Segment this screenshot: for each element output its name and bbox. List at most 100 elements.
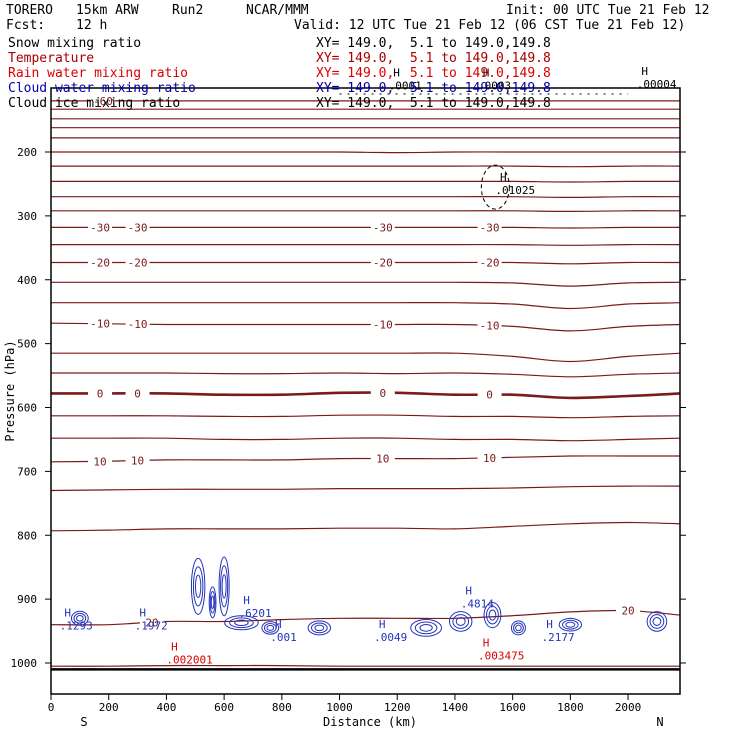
cloud-water-contour-9-0 (510, 620, 526, 636)
high-marker-3: H (275, 618, 282, 631)
isotherm-label-0-0: -60 (93, 95, 113, 108)
high-marker-12: H (500, 171, 507, 184)
isotherm-13 (51, 281, 680, 287)
isotherm-label-24-0: 20 (145, 616, 158, 629)
cloud-water-contour-6-2 (419, 624, 433, 632)
isotherm-10 (51, 226, 680, 229)
field-snow-xy: XY= 149.0, 5.1 to 149.0,149.8 (316, 36, 551, 51)
plot-frame (50, 87, 681, 695)
isotherm-label-bg-10-1 (125, 221, 150, 234)
cloud-water-contour-5-1 (310, 622, 328, 634)
isotherm-label-bg-18-3 (477, 388, 502, 401)
cloud-water-contour-7-0 (449, 611, 473, 632)
x-axis-title: Distance (km) (323, 715, 417, 729)
x-tick-label-7: 1400 (442, 701, 469, 714)
isotherm-label-bg-12-1 (125, 256, 150, 269)
cloud-water-contour-4-1 (263, 622, 277, 633)
high-marker-8: H (483, 637, 490, 650)
isotherm-label-15-0: -10 (90, 318, 110, 331)
y-tick-label-6: 800 (17, 529, 37, 542)
cloud-water-contour-10-1 (562, 619, 579, 630)
x-tick-label-10: 2000 (615, 701, 642, 714)
isotherm-label-18-0: 0 (97, 387, 104, 400)
isotherm-label-bg-12-3 (477, 256, 502, 269)
cloud-water-contour-1-2 (221, 574, 227, 599)
isotherm-label-bg-12-2 (370, 256, 395, 269)
cloud-ice-contour (480, 164, 510, 210)
isotherm-label-bg-18-1 (125, 387, 150, 400)
cloud-water-contour-8-0 (483, 601, 502, 629)
cloud-water-contour-11-0 (646, 611, 668, 632)
endpoint-south: S (80, 715, 87, 729)
isotherm-label-15-3: -10 (480, 320, 500, 333)
isotherm-label-18-3: 0 (486, 389, 493, 402)
cloud-water-contour-1-0 (218, 556, 230, 617)
high-marker-4: H (379, 618, 386, 631)
isotherm-25 (51, 664, 680, 667)
field-temperature-xy: XY= 149.0, 5.1 to 149.0,149.8 (316, 51, 551, 66)
high-value-9: .0001 (389, 79, 422, 92)
cloud-water-contour-11-2 (652, 617, 662, 626)
y-tick-label-0: 200 (17, 146, 37, 159)
cloud-water-contour-2-0 (208, 586, 217, 619)
isotherm-15 (51, 322, 680, 332)
cloud-water-contour-12-0 (70, 610, 89, 626)
high-value-11: .00004 (637, 78, 677, 91)
cloud-water-contour-3-0 (224, 615, 259, 631)
isotherm-label-bg-18-0 (88, 387, 113, 400)
field-cloud-ice-name: Cloud ice mixing ratio (8, 96, 181, 111)
y-tick-label-7: 900 (17, 593, 37, 606)
y-axis-title: Pressure (hPa) (3, 340, 17, 441)
isotherm-label-21-2: 10 (376, 453, 389, 466)
cloud-water-contour-10-2 (565, 621, 576, 628)
isotherm-label-15-1: -10 (128, 318, 148, 331)
cloud-water-contour-12-1 (73, 612, 87, 624)
y-tick-label-5: 700 (17, 465, 37, 478)
x-tick-label-4: 800 (272, 701, 292, 714)
isotherm-label-10-3: -30 (480, 221, 500, 234)
isotherm-label-21-3: 10 (483, 452, 496, 465)
isotherm-label-bg-21-3 (477, 451, 502, 464)
isotherm-17 (51, 372, 680, 378)
isotherm-21 (51, 455, 680, 463)
isotherm-19 (51, 414, 680, 419)
field-temperature-name: Temperature (8, 51, 95, 66)
isotherm-label-bg-10-3 (477, 221, 502, 234)
isotherm-label-bg-12-0 (88, 256, 113, 269)
isotherm-8 (51, 196, 680, 199)
y-tick-label-1: 300 (17, 210, 37, 223)
cloud-water-contour-7-2 (455, 617, 466, 626)
high-value-10: .0003 (478, 79, 511, 92)
isotherm-label-10-0: -30 (90, 221, 110, 234)
isotherm-label-bg-10-0 (88, 221, 113, 234)
high-marker-7: H (171, 641, 178, 654)
cloud-water-contour-6-0 (410, 618, 442, 637)
isotherm-label-bg-15-3 (477, 319, 502, 332)
isotherm-18 (51, 391, 680, 400)
y-tick-label-8: 1000 (11, 657, 38, 670)
cloud-water-contour-0-1 (192, 566, 204, 607)
cloud-water-contour-0-0 (190, 557, 206, 615)
isotherm-label-12-0: -20 (90, 257, 110, 270)
resolution: 15km ARW (76, 3, 139, 18)
run-label: Run2 (172, 3, 204, 18)
field-cloud-water-xy: XY= 149.0, 5.1 to 149.0,149.8 (316, 81, 551, 96)
high-value-8: .003475 (478, 650, 524, 663)
cloud-water-contour-11-1 (649, 614, 665, 629)
isotherm-7 (51, 180, 680, 183)
endpoint-north: N (656, 715, 663, 729)
isotherm-label-21-0: 10 (93, 455, 106, 468)
field-rain-name: Rain water mixing ratio (8, 66, 189, 81)
cloud-water-contour-4-0 (261, 621, 280, 635)
cloud-water-contour-5-0 (307, 620, 332, 636)
high-value-6: .2177 (542, 631, 575, 644)
isotherm-11 (51, 243, 680, 246)
cloud-water-contour-9-1 (513, 622, 524, 634)
isotherm-label-bg-15-0 (88, 317, 113, 330)
x-tick-label-9: 1800 (557, 701, 584, 714)
center-label: NCAR/MMM (246, 3, 309, 18)
cloud-water-contour-12-2 (75, 614, 84, 622)
init-time: Init: 00 UTC Tue 21 Feb 12 (506, 3, 710, 18)
x-tick-label-3: 600 (214, 701, 234, 714)
